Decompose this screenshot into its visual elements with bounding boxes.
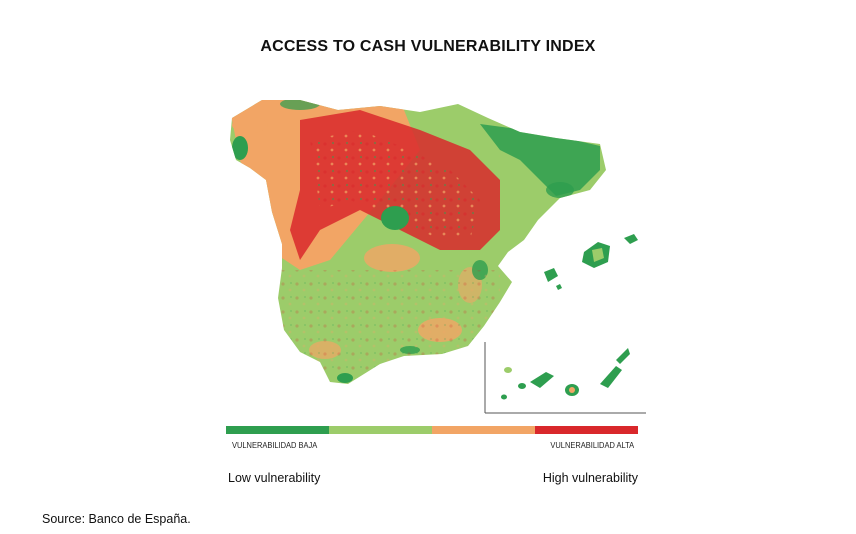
legend-swatch-1 bbox=[226, 426, 329, 434]
legend-low-label-es: VULNERABILIDAD BAJA bbox=[232, 440, 318, 450]
map-title: ACCESS TO CASH VULNERABILITY INDEX bbox=[260, 38, 596, 55]
legend-high-label-es: VULNERABILIDAD ALTA bbox=[550, 440, 634, 450]
canary-islands bbox=[501, 348, 630, 400]
legend-swatch-3 bbox=[432, 426, 535, 434]
source-note: Source: Banco de España. bbox=[42, 512, 191, 526]
canary-inset-frame bbox=[484, 342, 646, 414]
mainland-spain bbox=[230, 100, 606, 384]
legend-color-scale bbox=[226, 426, 638, 434]
legend-swatch-2 bbox=[329, 426, 432, 434]
legend-swatch-4 bbox=[535, 426, 638, 434]
balearic-islands bbox=[544, 234, 638, 290]
legend-low-label-en: Low vulnerability bbox=[228, 471, 321, 485]
legend-high-label-en: High vulnerability bbox=[542, 471, 638, 485]
